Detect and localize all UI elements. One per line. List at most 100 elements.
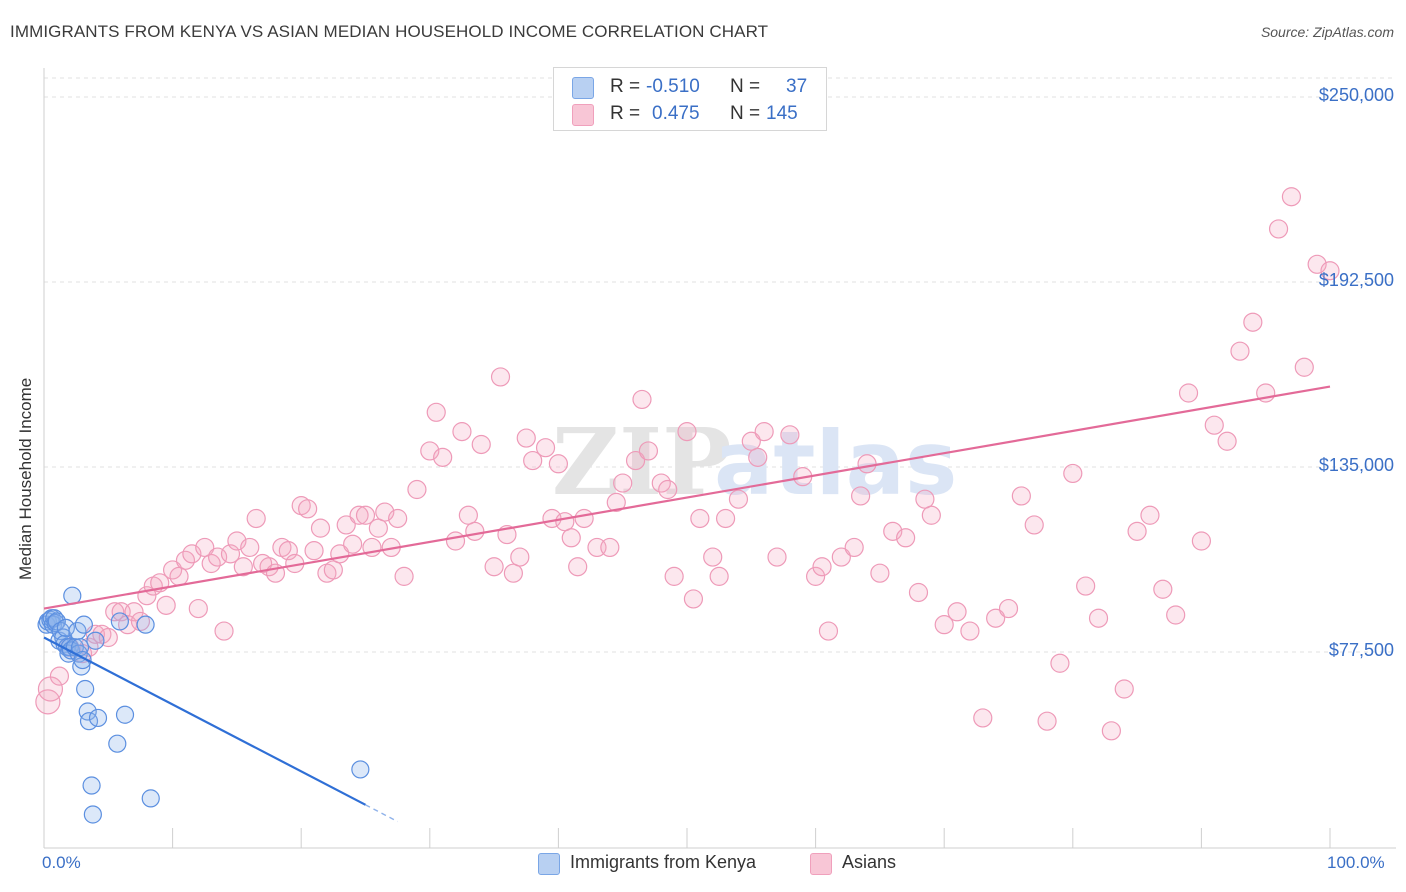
asians-point bbox=[632, 389, 652, 410]
asians-point bbox=[49, 666, 70, 686]
asians-points bbox=[35, 187, 1340, 741]
asians-point bbox=[130, 611, 151, 632]
asians-point bbox=[1011, 486, 1031, 506]
asians-point bbox=[973, 708, 993, 728]
asians-point bbox=[433, 447, 453, 467]
y-tick-label: $77,500 bbox=[1328, 640, 1394, 660]
kenya-point bbox=[56, 618, 75, 637]
y-tick-label: $250,000 bbox=[1318, 85, 1394, 105]
asians-point bbox=[1114, 679, 1134, 699]
asians-point bbox=[818, 621, 839, 641]
asians-point bbox=[960, 621, 980, 641]
asians-point bbox=[780, 425, 800, 445]
asians-point bbox=[336, 515, 356, 535]
kenya-point bbox=[78, 702, 97, 721]
asians-point bbox=[426, 402, 446, 422]
watermark-atlas: atlas bbox=[714, 412, 957, 515]
asians-point bbox=[484, 557, 504, 577]
kenya-point bbox=[74, 615, 93, 634]
asians-point bbox=[1268, 219, 1289, 239]
asians-point bbox=[1076, 576, 1096, 596]
asians-point bbox=[188, 598, 208, 619]
asians-point bbox=[458, 505, 478, 525]
legend-n-label: N = bbox=[730, 76, 761, 97]
asians-point bbox=[1166, 605, 1186, 625]
asians-point bbox=[921, 505, 941, 525]
asians-point bbox=[728, 489, 749, 509]
asians-point bbox=[986, 608, 1006, 628]
x-tick-left: 0.0% bbox=[42, 853, 81, 872]
asians-point bbox=[465, 521, 485, 541]
asians-point bbox=[343, 534, 363, 554]
asians-point bbox=[767, 547, 787, 567]
asians-point bbox=[156, 595, 176, 615]
y-axis-label: Median Household Income bbox=[16, 377, 35, 580]
legend-r-label: R = bbox=[610, 103, 641, 124]
asians-point bbox=[240, 537, 260, 558]
stats-legend: R = -0.510 N = 37 R = 0.475 N = 145 bbox=[553, 67, 827, 131]
asians-point bbox=[677, 422, 697, 442]
bottom-legend-swatch-kenya bbox=[538, 853, 560, 875]
kenya-point bbox=[110, 612, 129, 631]
bottom-legend-swatch-asians bbox=[810, 853, 832, 875]
kenya-point bbox=[141, 789, 160, 808]
legend-swatch-asians bbox=[572, 104, 594, 126]
asians-point bbox=[664, 566, 684, 586]
kenya-point bbox=[108, 734, 127, 753]
bottom-legend-label-asians: Asians bbox=[842, 852, 897, 872]
asians-point bbox=[310, 518, 331, 538]
asians-point bbox=[1217, 431, 1237, 451]
asians-point bbox=[561, 528, 581, 548]
asians-point bbox=[1230, 341, 1250, 361]
asians-point bbox=[805, 566, 826, 586]
asians-point bbox=[1178, 383, 1199, 403]
asians-point bbox=[407, 479, 427, 500]
kenya-point bbox=[115, 705, 135, 724]
source-label: Source: ZipAtlas.com bbox=[1260, 24, 1394, 40]
asians-point bbox=[298, 499, 318, 519]
legend-swatch-kenya bbox=[572, 77, 594, 99]
asians-point bbox=[523, 450, 543, 471]
asians-point bbox=[600, 537, 620, 558]
asians-point bbox=[169, 566, 189, 586]
asians-point bbox=[574, 508, 594, 529]
asians-point bbox=[490, 367, 511, 387]
asians-point bbox=[535, 438, 556, 458]
asians-point bbox=[606, 492, 626, 512]
asians-point bbox=[908, 582, 929, 603]
asians-point bbox=[934, 615, 954, 635]
asians-point bbox=[124, 602, 144, 622]
asians-point bbox=[754, 422, 774, 442]
asians-point bbox=[613, 473, 633, 493]
watermark-zip: ZIP bbox=[552, 408, 731, 516]
asians-point bbox=[998, 598, 1019, 619]
legend-n-value: 145 bbox=[766, 103, 798, 124]
kenya-point bbox=[351, 760, 370, 779]
asians-point bbox=[831, 547, 851, 567]
asians-point bbox=[947, 602, 967, 622]
asians-point bbox=[915, 489, 935, 509]
asians-point bbox=[1243, 312, 1263, 332]
legend-n-value: 37 bbox=[786, 76, 808, 97]
asians-point bbox=[638, 441, 659, 461]
asians-point bbox=[355, 505, 376, 525]
kenya-point bbox=[47, 612, 66, 631]
trend-lines bbox=[43, 385, 1331, 823]
asians-point bbox=[394, 566, 414, 586]
asians-point bbox=[1204, 415, 1224, 435]
asians-point bbox=[1153, 579, 1173, 599]
asians-point bbox=[844, 537, 864, 558]
asians-point bbox=[1037, 711, 1057, 731]
y-tick-label: $192,500 bbox=[1318, 270, 1394, 290]
asians-point bbox=[388, 508, 408, 529]
asians-point bbox=[452, 422, 472, 442]
asians-point bbox=[1127, 521, 1147, 541]
asians-point bbox=[233, 557, 253, 577]
kenya-point bbox=[136, 615, 155, 634]
asians-point bbox=[690, 508, 710, 529]
bottom-legend-label-kenya: Immigrants from Kenya bbox=[570, 852, 757, 872]
asians-point bbox=[1320, 261, 1340, 281]
asians-point bbox=[709, 566, 729, 586]
asians-point bbox=[812, 557, 832, 577]
